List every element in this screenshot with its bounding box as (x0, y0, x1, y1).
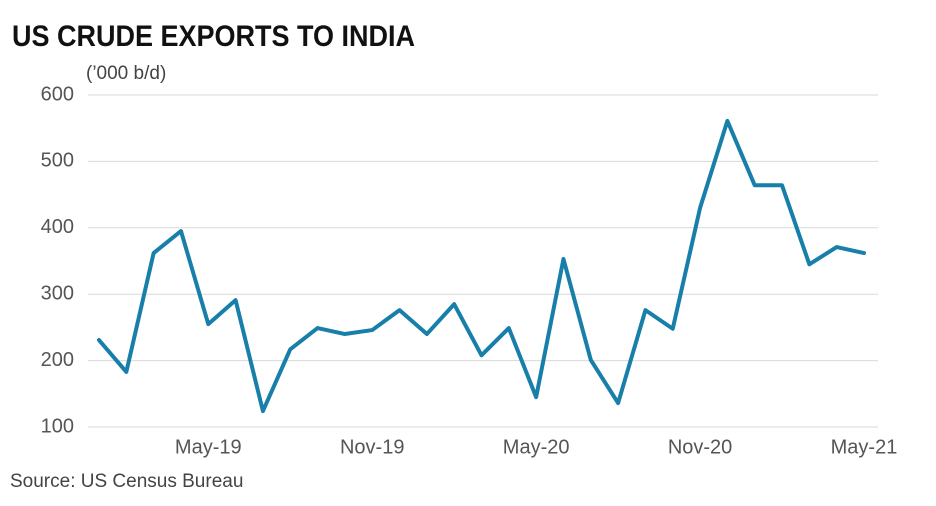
y-tick-label: 100 (41, 415, 74, 437)
y-tick-label: 500 (41, 150, 74, 172)
x-tick-label: May-21 (831, 436, 898, 458)
y-tick-label: 300 (41, 282, 74, 304)
data-line (97, 118, 866, 414)
y-tick-label: 400 (41, 216, 74, 238)
unit-label: (’000 b/d) (86, 63, 166, 84)
chart-title: US CRUDE EXPORTS TO INDIA (12, 20, 415, 53)
source: Source: US Census Bureau (10, 471, 243, 492)
x-tick-label: Nov-19 (340, 436, 404, 458)
x-tick-label: Nov-20 (668, 436, 732, 458)
x-tick-label: May-19 (175, 436, 242, 458)
y-tick-label: 200 (41, 349, 74, 371)
y-tick-label: 600 (41, 83, 74, 105)
x-tick-label: May-20 (503, 436, 570, 458)
